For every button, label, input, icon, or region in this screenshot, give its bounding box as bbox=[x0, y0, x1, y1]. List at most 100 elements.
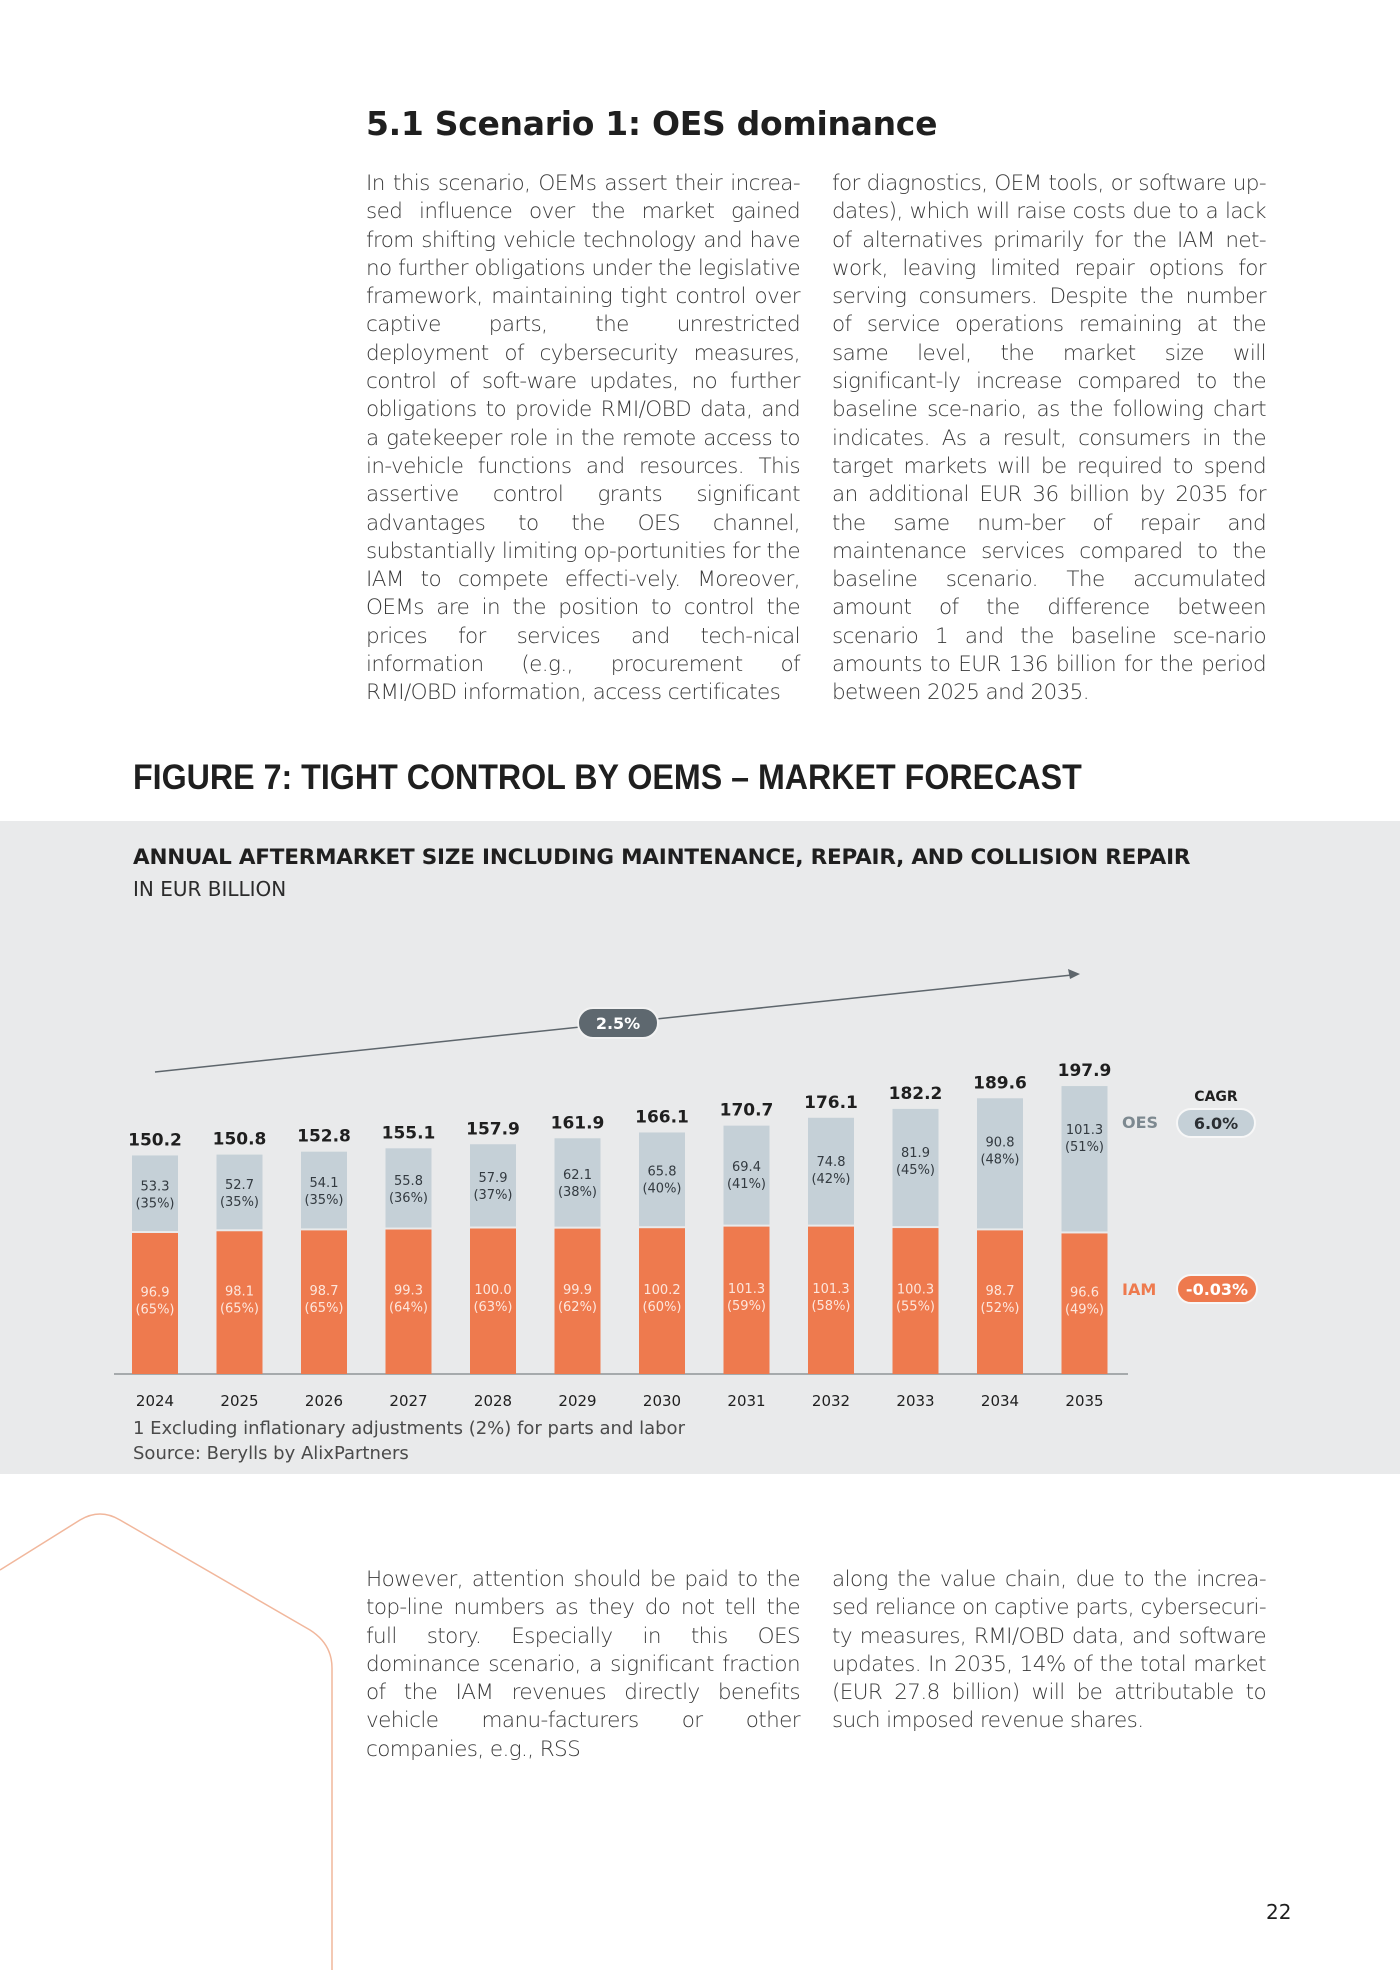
share-label-iam-2031: (59%) bbox=[727, 1299, 766, 1314]
share-label-oes-2032: (42%) bbox=[811, 1172, 850, 1187]
bar-oes-2026 bbox=[301, 1151, 347, 1229]
total-label-2035: 197.9 bbox=[1058, 1061, 1112, 1081]
section-heading: 5.1 Scenario 1: OES dominance bbox=[366, 104, 938, 143]
x-tick-label-2031: 2031 bbox=[727, 1392, 765, 1410]
data-label-iam-2025: 98.1 bbox=[225, 1284, 254, 1299]
share-label-oes-2024: (35%) bbox=[135, 1196, 174, 1211]
data-label-iam-2030: 100.2 bbox=[643, 1283, 680, 1298]
body-text-column-1: In this scenario, OEMs assert their incr… bbox=[366, 171, 801, 706]
data-label-iam-2032: 101.3 bbox=[812, 1282, 849, 1297]
iam-cagr-badge bbox=[1176, 1274, 1258, 1304]
bar-oes-2035 bbox=[1061, 1086, 1108, 1232]
data-label-iam-2035: 96.6 bbox=[1070, 1286, 1099, 1301]
share-label-oes-2034: (48%) bbox=[980, 1152, 1019, 1167]
x-tick-label-2028: 2028 bbox=[474, 1392, 512, 1410]
total-label-2029: 161.9 bbox=[551, 1113, 605, 1133]
data-label-iam-2029: 99.9 bbox=[563, 1283, 592, 1298]
cagr-header: CAGR bbox=[1194, 1089, 1238, 1105]
share-label-iam-2028: (63%) bbox=[473, 1300, 512, 1315]
bar-iam-2028 bbox=[470, 1228, 516, 1374]
iam-cagr-value: -0.03% bbox=[1186, 1280, 1248, 1299]
share-label-iam-2035: (49%) bbox=[1065, 1303, 1104, 1318]
chart-footnote: 1 Excluding inflationary adjustments (2%… bbox=[133, 1418, 685, 1439]
share-label-oes-2026: (35%) bbox=[304, 1193, 343, 1208]
share-label-iam-2025: (65%) bbox=[220, 1301, 259, 1316]
bar-iam-2024 bbox=[132, 1233, 178, 1374]
bar-iam-2034 bbox=[977, 1230, 1023, 1374]
total-label-2028: 157.9 bbox=[466, 1119, 520, 1139]
share-label-iam-2024: (65%) bbox=[135, 1302, 174, 1317]
bar-oes-2025 bbox=[216, 1154, 263, 1230]
share-label-iam-2034: (52%) bbox=[980, 1301, 1019, 1316]
share-label-iam-2027: (64%) bbox=[389, 1301, 428, 1316]
bar-iam-2033 bbox=[892, 1228, 939, 1374]
data-label-oes-2026: 54.1 bbox=[310, 1176, 339, 1191]
share-label-iam-2033: (55%) bbox=[896, 1300, 935, 1315]
data-label-oes-2030: 65.8 bbox=[648, 1165, 677, 1180]
trend-arrowhead bbox=[1068, 969, 1080, 979]
total-label-2026: 152.8 bbox=[297, 1127, 351, 1147]
total-label-2027: 155.1 bbox=[382, 1123, 436, 1143]
total-label-2031: 170.7 bbox=[720, 1101, 774, 1121]
data-label-oes-2033: 81.9 bbox=[901, 1146, 930, 1161]
page-number: 22 bbox=[1266, 1900, 1292, 1924]
share-label-iam-2026: (65%) bbox=[304, 1301, 343, 1316]
oes-series-label: OES bbox=[1122, 1113, 1158, 1132]
figure-title: FIGURE 7: TIGHT CONTROL BY OEMS – MARKET… bbox=[133, 758, 1082, 797]
data-label-oes-2028: 57.9 bbox=[479, 1171, 508, 1186]
total-label-2033: 182.2 bbox=[889, 1084, 943, 1104]
bar-iam-2027 bbox=[385, 1229, 432, 1374]
share-label-iam-2030: (60%) bbox=[642, 1300, 681, 1315]
x-tick-label-2027: 2027 bbox=[389, 1392, 427, 1410]
chart-subtitle: IN EUR BILLION bbox=[133, 877, 287, 901]
bar-iam-2025 bbox=[216, 1231, 263, 1374]
data-label-oes-2025: 52.7 bbox=[225, 1178, 254, 1193]
share-label-oes-2033: (45%) bbox=[896, 1163, 935, 1178]
share-label-iam-2032: (58%) bbox=[811, 1299, 850, 1314]
data-label-oes-2029: 62.1 bbox=[563, 1168, 592, 1183]
bar-oes-2032 bbox=[808, 1117, 854, 1225]
share-label-oes-2035: (51%) bbox=[1065, 1140, 1104, 1155]
data-label-oes-2027: 55.8 bbox=[394, 1174, 423, 1189]
share-label-oes-2031: (41%) bbox=[727, 1177, 766, 1192]
total-label-2032: 176.1 bbox=[804, 1093, 858, 1113]
body-text-column-3: However, attention should be paid to the… bbox=[366, 1567, 801, 1762]
x-tick-label-2030: 2030 bbox=[643, 1392, 681, 1410]
chart-title: ANNUAL AFTERMARKET SIZE INCLUDING MAINTE… bbox=[133, 845, 1191, 870]
bar-oes-2027 bbox=[385, 1148, 432, 1228]
oes-cagr-badge bbox=[1176, 1108, 1256, 1138]
total-label-2024: 150.2 bbox=[128, 1130, 182, 1150]
data-label-iam-2031: 101.3 bbox=[728, 1282, 765, 1297]
x-tick-label-2029: 2029 bbox=[558, 1392, 596, 1410]
bar-oes-2030 bbox=[639, 1132, 685, 1227]
bar-iam-2032 bbox=[808, 1226, 854, 1374]
data-label-iam-2026: 98.7 bbox=[310, 1284, 339, 1299]
data-label-iam-2033: 100.3 bbox=[897, 1283, 934, 1298]
x-tick-label-2026: 2026 bbox=[305, 1392, 343, 1410]
share-label-oes-2028: (37%) bbox=[473, 1188, 512, 1203]
body-text-column-4: along the value chain, due to the increa… bbox=[832, 1567, 1267, 1734]
x-tick-label-2025: 2025 bbox=[220, 1392, 258, 1410]
bar-iam-2026 bbox=[301, 1230, 347, 1374]
share-label-oes-2029: (38%) bbox=[558, 1185, 597, 1200]
body-text-column-2: for diagnostics, OEM tools, or software … bbox=[832, 171, 1267, 706]
stacked-bar-chart: 96.9 (65%) 53.3 (35%) 150.2 2024 98.1 (65%) 52.7… bbox=[114, 969, 1258, 1410]
total-label-2034: 189.6 bbox=[973, 1073, 1027, 1093]
data-label-iam-2034: 98.7 bbox=[986, 1284, 1015, 1299]
share-label-oes-2025: (35%) bbox=[220, 1195, 259, 1210]
bar-iam-2031 bbox=[723, 1226, 770, 1374]
bar-iam-2035 bbox=[1061, 1233, 1108, 1374]
data-label-iam-2028: 100.0 bbox=[474, 1283, 511, 1298]
x-tick-label-2034: 2034 bbox=[981, 1392, 1019, 1410]
iam-series-label: IAM bbox=[1122, 1280, 1156, 1299]
oes-cagr-value: 6.0% bbox=[1194, 1114, 1238, 1133]
x-tick-label-2035: 2035 bbox=[1065, 1392, 1103, 1410]
bar-oes-2028 bbox=[470, 1144, 516, 1227]
trend-rate-badge bbox=[577, 1007, 659, 1039]
data-label-oes-2034: 90.8 bbox=[986, 1135, 1015, 1150]
trend-rate-label: 2.5% bbox=[596, 1014, 640, 1033]
total-label-2025: 150.8 bbox=[213, 1130, 267, 1150]
bar-oes-2033 bbox=[892, 1108, 939, 1227]
x-tick-label-2032: 2032 bbox=[812, 1392, 850, 1410]
chart-source: Source: Berylls by AlixPartners bbox=[133, 1443, 409, 1464]
